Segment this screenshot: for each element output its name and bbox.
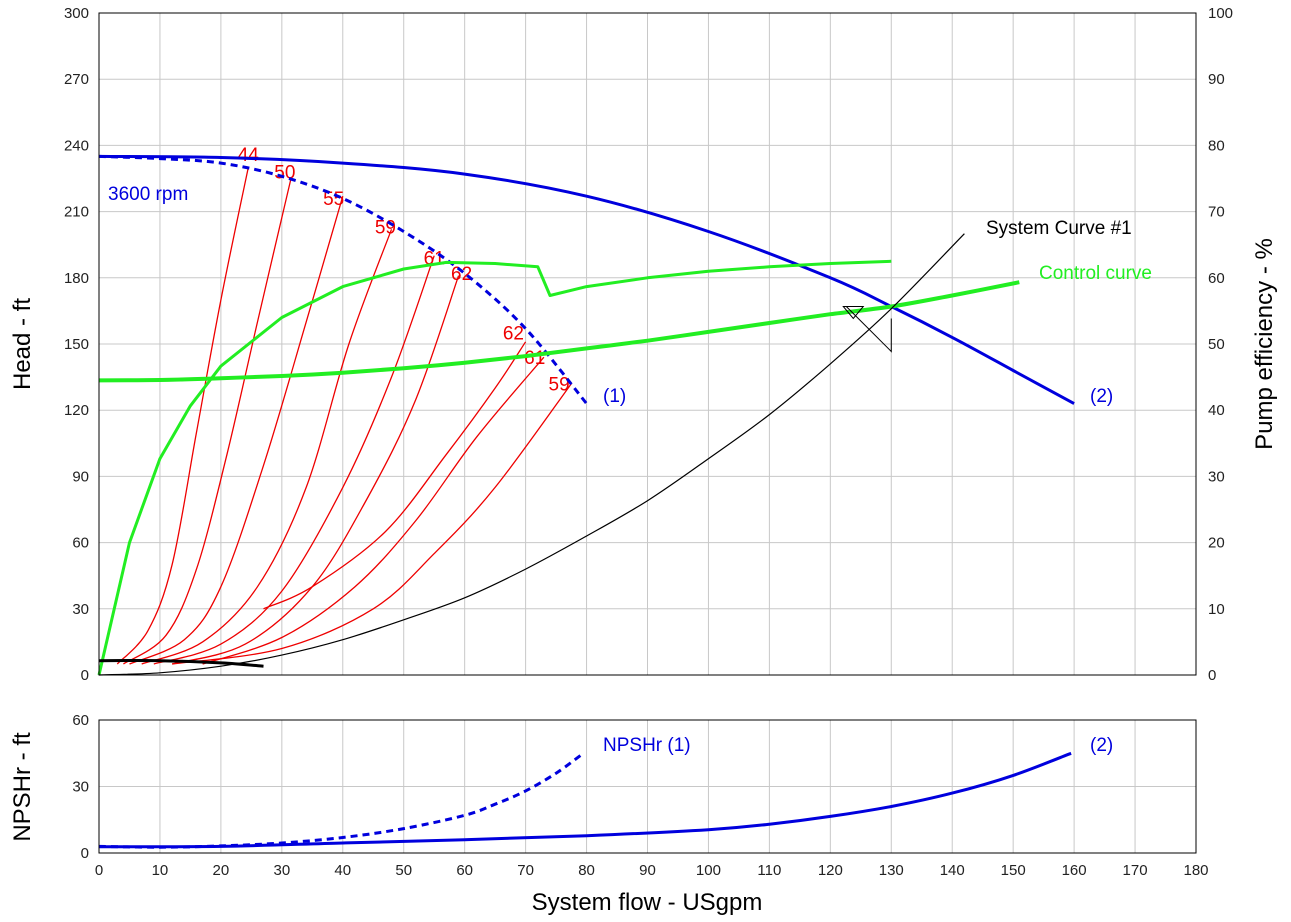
y-tick-label-head: 60 xyxy=(72,535,89,552)
y-tick-label-head: 210 xyxy=(64,204,89,221)
impeller-2-label: (2) xyxy=(1090,386,1113,407)
x-tick-label: 80 xyxy=(578,862,595,879)
y-tick-label-head: 150 xyxy=(64,336,89,353)
x-tick-label: 110 xyxy=(757,862,781,879)
duty-point-marker-right xyxy=(845,306,892,353)
y-tick-label-efficiency: 90 xyxy=(1208,71,1225,88)
y-tick-label-efficiency: 50 xyxy=(1208,336,1225,353)
x-tick-label: 140 xyxy=(940,862,965,879)
y-axis-label-npsh: NPSHr - ft xyxy=(9,732,36,842)
y-tick-label-efficiency: 0 xyxy=(1208,667,1216,684)
x-tick-label: 100 xyxy=(696,862,721,879)
y-tick-label-head: 270 xyxy=(64,71,89,88)
npsh-1-line xyxy=(98,752,585,849)
y-tick-label-head: 180 xyxy=(64,270,89,287)
y-axis-label-head: Head - ft xyxy=(9,298,36,390)
y-tick-label-head: 120 xyxy=(64,402,89,419)
system-curve-label: System Curve #1 xyxy=(986,218,1132,239)
iso-efficiency-label: 62 xyxy=(451,264,472,285)
iso-efficiency-label: 62 xyxy=(503,324,524,345)
x-tick-label: 160 xyxy=(1062,862,1087,879)
x-tick-label: 70 xyxy=(517,862,534,879)
main-panel-frame xyxy=(98,12,1197,676)
x-tick-label: 130 xyxy=(879,862,904,879)
control-curve-line xyxy=(98,280,1020,383)
y-axis-label-efficiency: Pump efficiency - % xyxy=(1251,238,1278,450)
y-tick-label-efficiency: 10 xyxy=(1208,601,1225,618)
x-tick-label: 40 xyxy=(334,862,351,879)
x-axis-label: System flow - USgpm xyxy=(532,889,763,916)
tick-labels: 0306090120150180210240270300010203040506… xyxy=(64,5,1233,879)
y-tick-label-efficiency: 80 xyxy=(1208,137,1225,154)
iso-efficiency-label: 59 xyxy=(375,218,396,239)
head-2-line xyxy=(98,154,1075,405)
iso-efficiency-curve-62 xyxy=(263,341,527,610)
y-tick-label-head: 300 xyxy=(64,5,89,22)
npsh-panel-curves xyxy=(98,751,1072,849)
x-tick-label: 150 xyxy=(1001,862,1026,879)
y-tick-label-efficiency: 60 xyxy=(1208,270,1225,287)
x-tick-label: 20 xyxy=(213,862,230,879)
npsh-2-line xyxy=(98,751,1072,849)
shutoff-curve-line xyxy=(98,659,264,668)
x-tick-label: 30 xyxy=(273,862,290,879)
iso-efficiency-label: 61 xyxy=(524,348,545,369)
speed-label: 3600 rpm xyxy=(108,184,188,205)
iso-efficiency-curve-61 xyxy=(153,255,435,665)
x-tick-label: 50 xyxy=(395,862,412,879)
y-tick-label-efficiency: 70 xyxy=(1208,204,1225,221)
x-tick-label: 120 xyxy=(818,862,843,879)
iso-efficiency-label: 55 xyxy=(323,189,344,210)
main-panel-grid xyxy=(98,12,1197,676)
x-tick-label: 170 xyxy=(1123,862,1148,879)
y-tick-label-head: 0 xyxy=(81,667,89,684)
iso-efficiency-curve-59 xyxy=(141,229,393,665)
iso-efficiency-curve-62 xyxy=(171,275,460,665)
npsh-1-label: NPSHr (1) xyxy=(603,735,691,756)
y-tick-label-head: 30 xyxy=(72,601,89,618)
control-curve-label: Control curve xyxy=(1039,263,1152,284)
y-tick-label-npsh: 0 xyxy=(81,845,89,862)
duty-point-marker-left xyxy=(842,305,865,320)
head-1-line xyxy=(98,154,588,405)
x-tick-label: 90 xyxy=(639,862,656,879)
npsh-2-label: (2) xyxy=(1090,735,1113,756)
x-tick-label: 180 xyxy=(1183,862,1208,879)
iso-efficiency-curve-44 xyxy=(116,167,249,665)
x-tick-label: 10 xyxy=(152,862,169,879)
iso-efficiency-label: 44 xyxy=(238,145,260,166)
iso-efficiency-curve-61 xyxy=(202,356,545,665)
y-tick-label-head: 90 xyxy=(72,468,89,485)
iso-efficiency-curve-50 xyxy=(123,178,292,665)
y-tick-label-efficiency: 100 xyxy=(1208,5,1233,22)
system-curve-line xyxy=(98,233,965,676)
x-tick-label: 0 xyxy=(95,862,103,879)
y-tick-label-efficiency: 20 xyxy=(1208,535,1225,552)
impeller-1-label: (1) xyxy=(603,386,626,407)
y-tick-label-efficiency: 30 xyxy=(1208,468,1225,485)
y-tick-label-efficiency: 40 xyxy=(1208,402,1225,419)
iso-efficiency-curve-59 xyxy=(172,383,572,665)
iso-efficiency-label: 59 xyxy=(549,374,570,395)
iso-efficiency-curve-55 xyxy=(129,196,344,665)
y-tick-label-npsh: 30 xyxy=(72,779,89,796)
y-tick-label-npsh: 60 xyxy=(72,712,89,729)
npsh-panel-frame xyxy=(98,719,1197,854)
efficiency-main-line xyxy=(97,259,892,676)
x-tick-label: 60 xyxy=(456,862,473,879)
y-tick-label-head: 240 xyxy=(64,137,89,154)
